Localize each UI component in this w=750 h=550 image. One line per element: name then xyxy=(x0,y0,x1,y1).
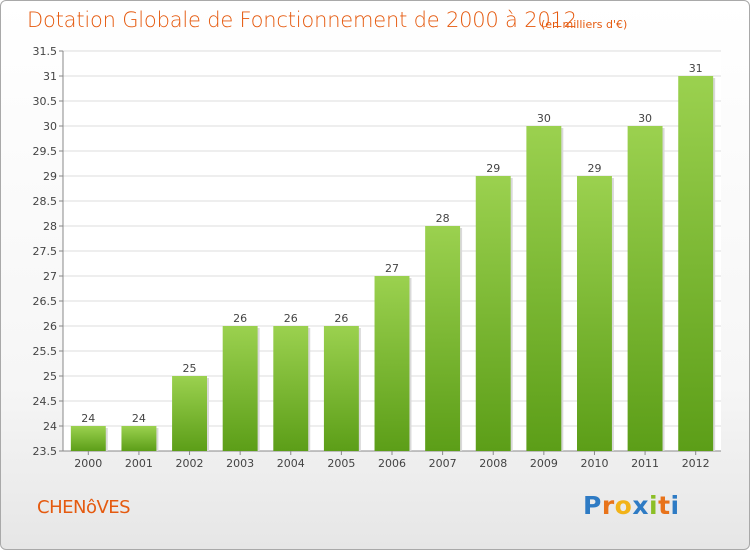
x-tick-label: 2012 xyxy=(682,457,710,470)
logo-letter: x xyxy=(632,491,649,520)
y-tick-label: 23.5 xyxy=(33,445,58,458)
data-label: 31 xyxy=(689,62,703,75)
data-label: 28 xyxy=(436,212,450,225)
y-tick-label: 25 xyxy=(43,370,57,383)
data-label: 26 xyxy=(233,312,247,325)
bar-2011 xyxy=(627,126,663,451)
y-tick-label: 28.5 xyxy=(33,195,58,208)
x-tick-label: 2008 xyxy=(479,457,507,470)
bar-2008 xyxy=(475,176,511,451)
y-tick-label: 26.5 xyxy=(33,295,58,308)
bar-2003 xyxy=(222,326,258,451)
bar-2012 xyxy=(678,76,714,451)
y-tick-label: 31 xyxy=(43,70,57,83)
labels: 23.5 24 24.5 25 25.5 26 26.5 27 27.5 28 28.5 29 29.5… xyxy=(33,45,710,470)
commune-name: CHENôVES xyxy=(37,497,131,518)
x-tick-label: 2001 xyxy=(125,457,153,470)
x-tick-label: 2009 xyxy=(530,457,558,470)
y-tick-label: 24.5 xyxy=(33,395,58,408)
y-tick-label: 30 xyxy=(43,120,57,133)
data-label: 26 xyxy=(284,312,298,325)
x-tick-label: 2011 xyxy=(631,457,659,470)
chart-subtitle: (en milliers d'€) xyxy=(541,18,628,31)
bar-2007 xyxy=(425,226,461,451)
bar-2010 xyxy=(576,176,612,451)
x-tick-label: 2002 xyxy=(176,457,204,470)
data-label: 24 xyxy=(81,412,95,425)
bar-2006 xyxy=(374,276,410,451)
y-tick-label: 24 xyxy=(43,420,57,433)
proxiti-logo: Proxiti xyxy=(583,491,680,520)
x-tick-label: 2006 xyxy=(378,457,406,470)
x-tick-label: 2010 xyxy=(580,457,608,470)
x-tick-label: 2000 xyxy=(74,457,102,470)
y-tick-label: 28 xyxy=(43,220,57,233)
logo-letter: i xyxy=(670,491,680,520)
data-label: 30 xyxy=(537,112,551,125)
data-label: 26 xyxy=(334,312,348,325)
bar-2005 xyxy=(323,326,359,451)
bar-2004 xyxy=(273,326,309,451)
logo-letter: i xyxy=(649,491,659,520)
y-tick-label: 27 xyxy=(43,270,57,283)
data-label: 27 xyxy=(385,262,399,275)
y-tick-label: 31.5 xyxy=(33,45,58,58)
y-tick-label: 30.5 xyxy=(33,95,58,108)
y-tick-label: 25.5 xyxy=(33,345,58,358)
logo-letter: P xyxy=(583,491,602,520)
bar-2000 xyxy=(70,426,106,451)
x-tick-label: 2007 xyxy=(429,457,457,470)
bar-2001 xyxy=(121,426,157,451)
data-label: 30 xyxy=(638,112,652,125)
bar-2009 xyxy=(526,126,562,451)
x-tick-label: 2003 xyxy=(226,457,254,470)
y-tick-label: 26 xyxy=(43,320,57,333)
logo-letter: t xyxy=(658,491,671,520)
x-tick-label: 2004 xyxy=(277,457,305,470)
bar-2002 xyxy=(172,376,208,451)
data-label: 29 xyxy=(486,162,500,175)
y-tick-label: 27.5 xyxy=(33,245,58,258)
chart-title: Dotation Globale de Fonctionnement de 20… xyxy=(27,8,577,32)
data-label: 24 xyxy=(132,412,146,425)
data-label: 29 xyxy=(587,162,601,175)
data-label: 25 xyxy=(183,362,197,375)
bars xyxy=(70,76,716,451)
logo-letter: o xyxy=(614,491,633,520)
y-tick-label: 29.5 xyxy=(33,145,58,158)
logo-letter: r xyxy=(601,491,615,520)
x-tick-label: 2005 xyxy=(327,457,355,470)
y-tick-label: 29 xyxy=(43,170,57,183)
